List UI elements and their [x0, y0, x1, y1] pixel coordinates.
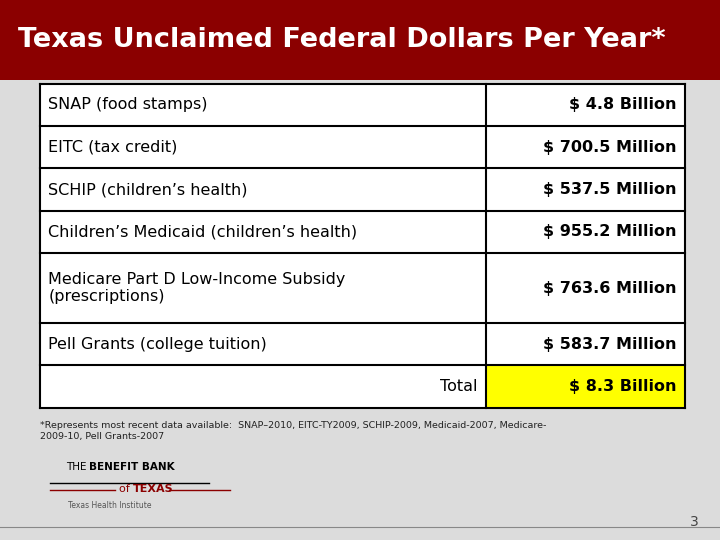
Text: $ 4.8 Billion: $ 4.8 Billion: [570, 97, 677, 112]
Text: Children’s Medicaid (children’s health): Children’s Medicaid (children’s health): [48, 225, 357, 239]
Text: TEXAS: TEXAS: [133, 484, 174, 494]
Text: $ 583.7 Million: $ 583.7 Million: [544, 336, 677, 352]
Bar: [486, 323, 685, 366]
Bar: [40, 253, 486, 323]
Text: 3: 3: [690, 515, 698, 529]
Bar: [486, 211, 685, 253]
Bar: [486, 253, 685, 323]
Bar: [40, 366, 486, 408]
Text: *Represents most recent data available:  SNAP–2010, EITC-TY2009, SCHIP-2009, Med: *Represents most recent data available: …: [40, 421, 546, 441]
Text: SNAP (food stamps): SNAP (food stamps): [48, 97, 208, 112]
Bar: [40, 126, 486, 168]
Bar: [40, 323, 486, 366]
Bar: [0, 0, 720, 80]
Text: $ 8.3 Billion: $ 8.3 Billion: [570, 379, 677, 394]
Text: $ 763.6 Million: $ 763.6 Million: [544, 281, 677, 295]
Bar: [486, 84, 685, 126]
Text: BENEFIT BANK: BENEFIT BANK: [89, 462, 175, 472]
Text: $ 955.2 Million: $ 955.2 Million: [544, 225, 677, 239]
Text: THE: THE: [66, 462, 90, 472]
Bar: [40, 211, 486, 253]
Text: $ 537.5 Million: $ 537.5 Million: [544, 182, 677, 197]
Bar: [40, 84, 685, 408]
Text: Total: Total: [440, 379, 477, 394]
Text: EITC (tax credit): EITC (tax credit): [48, 140, 178, 155]
Text: Medicare Part D Low-Income Subsidy
(prescriptions): Medicare Part D Low-Income Subsidy (pres…: [48, 272, 346, 304]
Bar: [40, 84, 486, 126]
Text: SCHIP (children’s health): SCHIP (children’s health): [48, 182, 248, 197]
Text: $ 700.5 Million: $ 700.5 Million: [544, 140, 677, 155]
Text: Texas Unclaimed Federal Dollars Per Year*: Texas Unclaimed Federal Dollars Per Year…: [18, 27, 665, 53]
Text: of: of: [119, 484, 133, 494]
Bar: [486, 126, 685, 168]
Text: Pell Grants (college tuition): Pell Grants (college tuition): [48, 336, 267, 352]
Bar: [40, 168, 486, 211]
Bar: [486, 366, 685, 408]
Text: Texas Health Institute: Texas Health Institute: [68, 501, 152, 510]
Bar: [486, 168, 685, 211]
